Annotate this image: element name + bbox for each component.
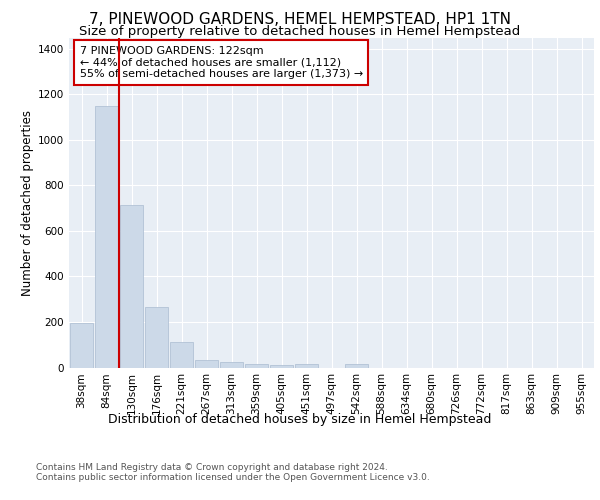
Bar	[119, 205, 143, 368]
Bar	[145, 307, 169, 368]
Text: Contains public sector information licensed under the Open Government Licence v3: Contains public sector information licen…	[36, 472, 430, 482]
Text: Size of property relative to detached houses in Hemel Hempstead: Size of property relative to detached ho…	[79, 25, 521, 38]
Bar	[295, 364, 319, 368]
Text: 7, PINEWOOD GARDENS, HEMEL HEMPSTEAD, HP1 1TN: 7, PINEWOOD GARDENS, HEMEL HEMPSTEAD, HP…	[89, 12, 511, 28]
Y-axis label: Number of detached properties: Number of detached properties	[21, 110, 34, 296]
Bar	[95, 106, 118, 368]
Bar	[194, 360, 218, 368]
Text: 7 PINEWOOD GARDENS: 122sqm
← 44% of detached houses are smaller (1,112)
55% of s: 7 PINEWOOD GARDENS: 122sqm ← 44% of deta…	[79, 46, 363, 79]
Bar	[70, 323, 94, 368]
Bar	[344, 364, 368, 368]
Bar	[220, 362, 244, 368]
Text: Distribution of detached houses by size in Hemel Hempstead: Distribution of detached houses by size …	[109, 412, 491, 426]
Bar	[170, 342, 193, 367]
Bar	[245, 364, 268, 368]
Bar	[269, 365, 293, 368]
Text: Contains HM Land Registry data © Crown copyright and database right 2024.: Contains HM Land Registry data © Crown c…	[36, 462, 388, 471]
